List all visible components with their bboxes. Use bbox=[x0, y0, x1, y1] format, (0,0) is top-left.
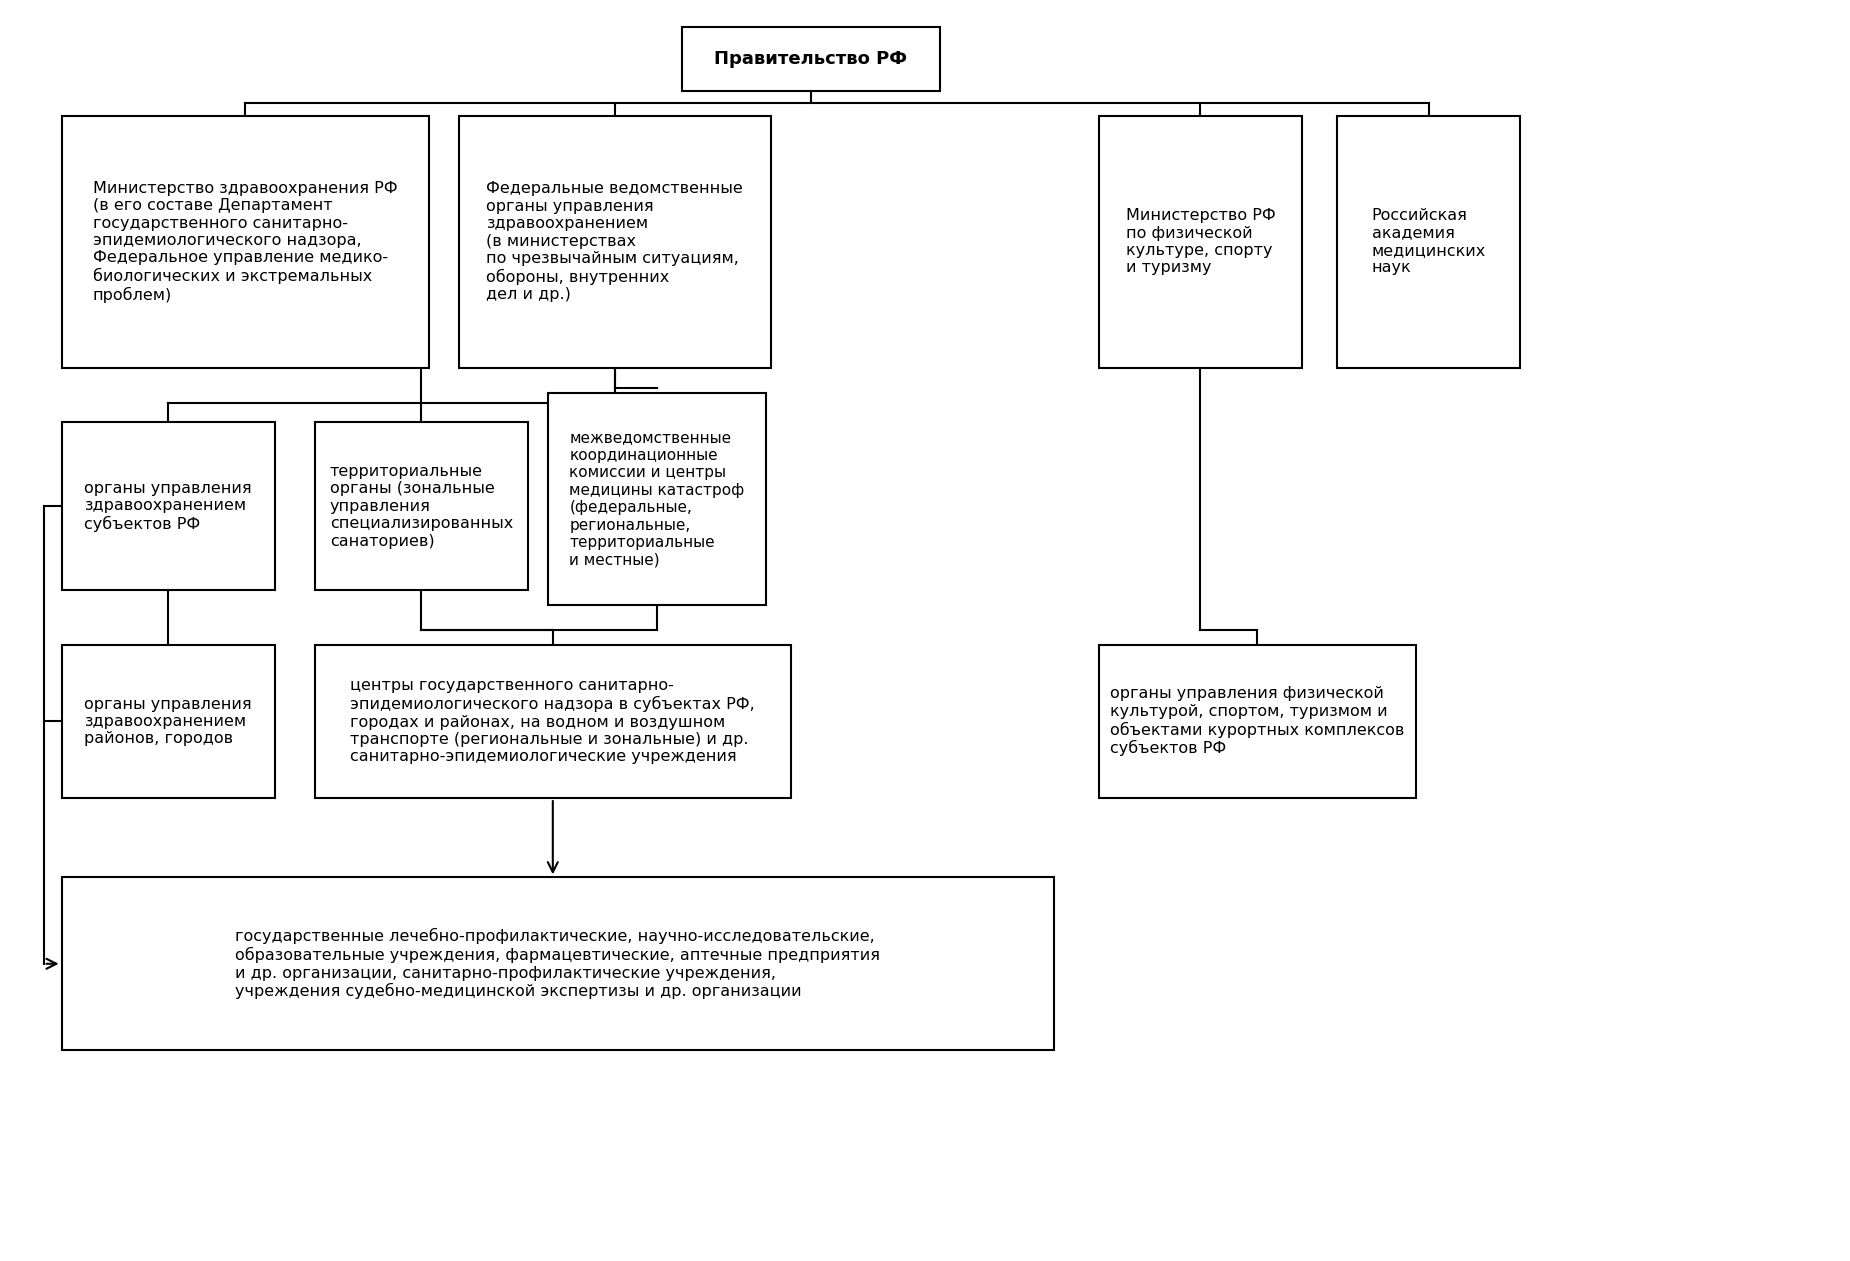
Bar bbox=[548, 392, 766, 605]
Bar bbox=[1338, 116, 1521, 368]
Text: Министерство РФ
по физической
культуре, спорту
и туризму: Министерство РФ по физической культуре, … bbox=[1125, 208, 1275, 275]
Bar bbox=[1099, 644, 1417, 798]
Text: Министерство здравоохранения РФ
(в его составе Департамент
государственного сани: Министерство здравоохранения РФ (в его с… bbox=[92, 180, 398, 303]
Bar bbox=[61, 116, 429, 368]
Bar bbox=[314, 422, 527, 590]
Text: Российская
академия
медицинских
наук: Российская академия медицинских наук bbox=[1371, 208, 1486, 275]
Bar bbox=[61, 878, 1054, 1050]
Text: межведомственные
координационные
комиссии и центры
медицины катастроф
(федеральн: межведомственные координационные комисси… bbox=[570, 430, 746, 567]
Bar bbox=[1099, 116, 1302, 368]
Bar bbox=[314, 644, 792, 798]
Text: органы управления физической
культурой, спортом, туризмом и
объектами курортных : органы управления физической культурой, … bbox=[1110, 686, 1404, 757]
Text: органы управления
здравоохранением
субъектов РФ: органы управления здравоохранением субъе… bbox=[85, 480, 252, 532]
Text: Правительство РФ: Правительство РФ bbox=[714, 50, 906, 68]
Bar bbox=[61, 422, 276, 590]
Bar bbox=[61, 644, 276, 798]
Text: центры государственного санитарно-
эпидемиологического надзора в субъектах РФ,
г: центры государственного санитарно- эпиде… bbox=[350, 678, 755, 764]
Text: территориальные
органы (зональные
управления
специализированных
санаториев): территориальные органы (зональные управл… bbox=[329, 464, 512, 549]
Bar bbox=[459, 116, 771, 368]
Text: Федеральные ведомственные
органы управления
здравоохранением
(в министерствах
по: Федеральные ведомственные органы управле… bbox=[487, 182, 744, 303]
Text: государственные лечебно-профилактические, научно-исследовательские,
образователь: государственные лечебно-профилактические… bbox=[235, 928, 881, 1000]
Text: органы управления
здравоохранением
районов, городов: органы управления здравоохранением район… bbox=[85, 696, 252, 747]
Bar bbox=[683, 26, 940, 91]
